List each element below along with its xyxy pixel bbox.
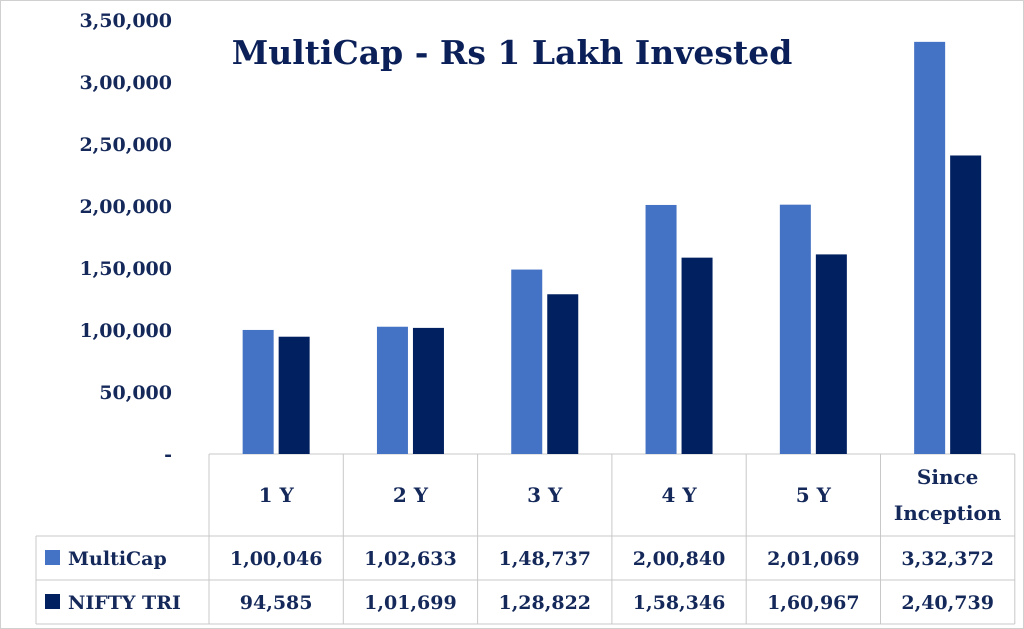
legend-swatch	[45, 550, 60, 565]
bar-multicap	[914, 41, 946, 455]
bar-nifty-tri	[815, 254, 847, 454]
bar-multicap	[376, 326, 408, 454]
y-axis-tick-labels: - 50,000 1,00,000 1,50,000 2,00,000 2,50,000 3…	[79, 10, 172, 466]
bar-nifty-tri	[950, 155, 982, 454]
category-label: 3 Y	[527, 483, 563, 507]
table-cell-value: 1,60,967	[767, 592, 860, 614]
bar-multicap	[645, 204, 677, 454]
category-label: 5 Y	[796, 483, 832, 507]
y-tick-label: 3,50,000	[79, 10, 172, 32]
bar-nifty-tri	[547, 294, 579, 454]
table-cell-value: 3,32,372	[901, 548, 994, 570]
table-grid	[35, 453, 1016, 625]
y-tick-label: 50,000	[99, 382, 172, 404]
table-cell-value: 1,28,822	[498, 592, 591, 614]
bar-multicap	[242, 329, 274, 454]
legend-label: NIFTY TRI	[68, 592, 181, 614]
table-cell-value: 94,585	[240, 592, 313, 614]
category-label: Inception	[894, 501, 1002, 525]
category-labels: 1 Y 2 Y 3 Y 4 Y 5 Y Since Inception	[259, 465, 1002, 525]
legend-rows: MultiCap NIFTY TRI	[45, 548, 181, 614]
y-tick-label: 2,00,000	[79, 196, 172, 218]
chart-title: MultiCap - Rs 1 Lakh Invested	[232, 33, 793, 72]
table-cell-value: 2,40,739	[901, 592, 994, 614]
data-table-values: 1,00,046 1,02,633 1,48,737 2,00,840 2,01,069…	[230, 548, 994, 614]
bar-nifty-tri	[278, 336, 310, 454]
legend-swatch	[45, 594, 60, 609]
table-cell-value: 1,00,046	[230, 548, 323, 570]
table-cell-value: 2,01,069	[767, 548, 860, 570]
y-tick-label: 1,00,000	[79, 320, 172, 342]
category-label: 2 Y	[393, 483, 429, 507]
category-label: 4 Y	[661, 483, 697, 507]
y-tick-label: 3,00,000	[79, 72, 172, 94]
table-cell-value: 1,02,633	[364, 548, 457, 570]
table-cell-value: 1,48,737	[498, 548, 591, 570]
bar-multicap	[511, 269, 543, 454]
category-label: 1 Y	[259, 483, 295, 507]
y-tick-label: -	[164, 444, 172, 466]
table-cell-value: 1,58,346	[633, 592, 726, 614]
bars	[242, 41, 982, 455]
y-tick-label: 1,50,000	[79, 258, 172, 280]
bar-nifty-tri	[681, 257, 713, 454]
bar-nifty-tri	[412, 327, 444, 454]
table-cell-value: 2,00,840	[633, 548, 726, 570]
table-cell-value: 1,01,699	[364, 592, 457, 614]
y-tick-label: 2,50,000	[79, 134, 172, 156]
bar-multicap	[779, 204, 811, 454]
legend-label: MultiCap	[68, 548, 167, 570]
category-label: Since	[917, 465, 978, 489]
